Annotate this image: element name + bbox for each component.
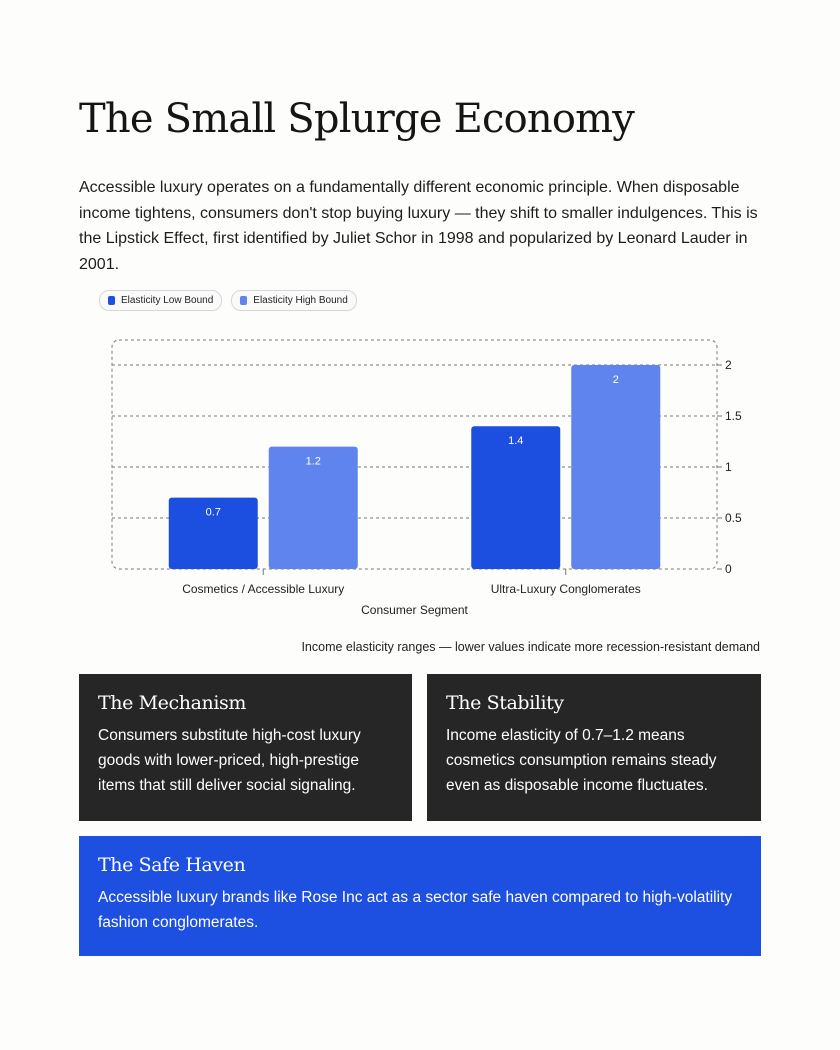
- card-mechanism-title: The Mechanism: [98, 692, 246, 714]
- x-tick-label: Ultra-Luxury Conglomerates: [491, 582, 641, 596]
- legend-item-high-bound[interactable]: Elasticity High Bound: [231, 290, 357, 311]
- card-stability-body: Income elasticity of 0.7–1.2 means cosme…: [446, 727, 717, 794]
- page-title: The Small Splurge Economy: [79, 96, 635, 142]
- chart-caption: Income elasticity ranges — lower values …: [301, 640, 760, 654]
- bar-value-label: 0.7: [206, 507, 221, 519]
- y-tick-label: 1: [725, 460, 732, 474]
- bar-high-1: [571, 365, 661, 569]
- legend-label-low-bound: Elasticity Low Bound: [121, 295, 214, 306]
- elasticity-bar-chart: 0 0.5 1 1.5 2 0.7 1.2 Cosmetics / Accessible Lu…: [111, 339, 742, 617]
- y-tick-label: 0.5: [725, 511, 742, 525]
- y-tick-label: 2: [725, 358, 732, 372]
- x-tick-label: Cosmetics / Accessible Luxury: [182, 582, 344, 596]
- bar-value-label: 1.4: [508, 435, 523, 447]
- legend-swatch-high-bound: [240, 296, 248, 305]
- card-mechanism-body: Consumers substitute high-cost luxury go…: [98, 727, 361, 794]
- legend-label-high-bound: Elasticity High Bound: [253, 295, 348, 306]
- x-axis-title: Consumer Segment: [361, 603, 468, 617]
- chart-legend: Elasticity Low Bound Elasticity High Bou…: [99, 290, 357, 311]
- card-mechanism: The Mechanism Consumers substitute high-…: [79, 674, 412, 821]
- plot-frame: [111, 339, 718, 570]
- card-safe-haven-body: Accessible luxury brands like Rose Inc a…: [98, 889, 733, 931]
- bar-high-0: [268, 446, 358, 569]
- y-tick-label: 0: [725, 562, 732, 576]
- bar-value-label: 2: [613, 374, 619, 386]
- bar-value-label: 1.2: [306, 456, 321, 468]
- intro-paragraph: Accessible luxury operates on a fundamen…: [79, 179, 758, 273]
- card-safe-haven: The Safe Haven Accessible luxury brands …: [79, 836, 761, 956]
- bar-low-0: [168, 497, 258, 569]
- legend-item-low-bound[interactable]: Elasticity Low Bound: [99, 290, 223, 311]
- legend-swatch-low-bound: [108, 296, 115, 305]
- card-stability: The Stability Income elasticity of 0.7–1…: [427, 674, 761, 821]
- card-safe-haven-title: The Safe Haven: [98, 854, 246, 876]
- card-stability-title: The Stability: [446, 692, 564, 714]
- bar-low-1: [471, 426, 561, 569]
- y-tick-label: 1.5: [725, 409, 742, 423]
